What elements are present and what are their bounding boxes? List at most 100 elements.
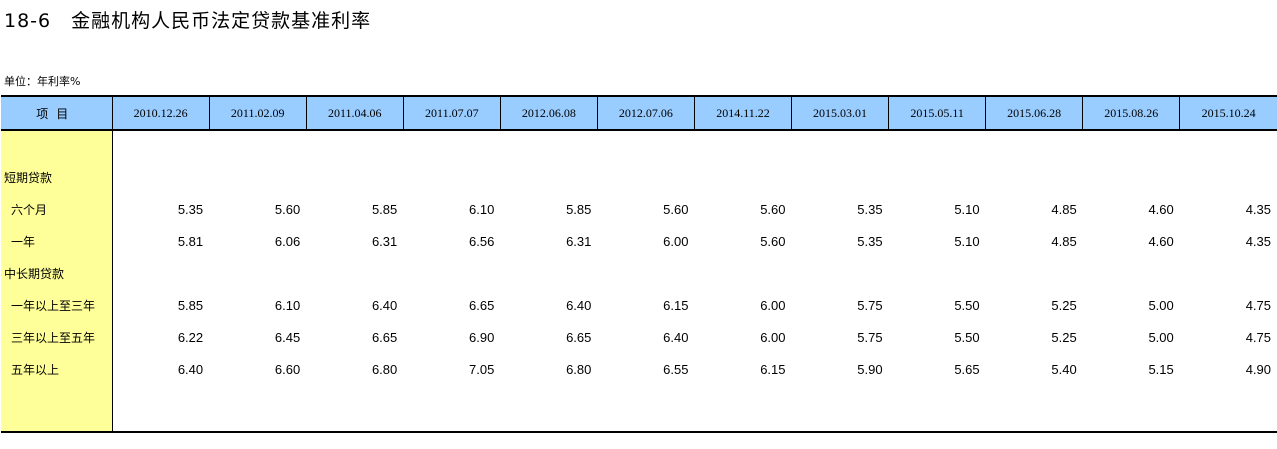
rate-value: 5.60	[274, 201, 301, 217]
rate-value: 5.85	[177, 297, 204, 313]
empty-cell	[306, 130, 403, 161]
empty-cell	[1179, 385, 1277, 433]
rate-value: 6.22	[177, 329, 204, 345]
rate-value	[1083, 257, 1180, 289]
rate-value: 6.45	[274, 329, 301, 345]
rate-value	[889, 257, 986, 289]
rate-value	[694, 257, 791, 289]
rate-value	[500, 257, 597, 289]
rate-value: 4.35	[1245, 233, 1271, 249]
rate-value: 6.00	[760, 297, 786, 313]
empty-cell	[403, 385, 501, 433]
row-label: 一年以上至三年	[1, 289, 113, 321]
rate-value	[112, 257, 209, 289]
label-cell	[1, 130, 113, 161]
empty-cell	[985, 385, 1083, 433]
rate-value: 5.15	[1148, 361, 1174, 377]
empty-cell	[500, 385, 598, 433]
rate-value: 4.90	[1245, 361, 1271, 377]
table-row: 六个月 5.35 5.60 5.85 6.10 5.85 5.60 5.60 5.35 5.10 4…	[1, 193, 1277, 225]
rate-value: 6.10	[469, 201, 495, 217]
empty-cell	[888, 385, 986, 433]
rate-value: 6.00	[663, 233, 689, 249]
row-label: 一年	[1, 225, 113, 257]
empty-cell	[694, 385, 792, 433]
rate-table: 项目 2010.12.26 2011.02.09 2011.04.06 2011.07…	[1, 95, 1277, 433]
rate-value	[1180, 161, 1277, 193]
table-row: 五年以上 6.40 6.60 6.80 7.05 6.80 6.55 6.15 5.90 5.65…	[1, 353, 1277, 385]
rate-value: 4.85	[1051, 201, 1077, 217]
empty-cell	[1180, 130, 1277, 161]
table-row: 一年 5.81 6.06 6.31 6.56 6.31 6.00 5.60 5.35 5.10 4.…	[1, 225, 1277, 257]
rate-value: 4.60	[1148, 201, 1174, 217]
empty-cell	[694, 130, 791, 161]
rate-value: 5.60	[760, 233, 786, 249]
rate-value: 6.65	[469, 297, 495, 313]
rate-value: 6.56	[469, 233, 495, 249]
rate-value: 6.40	[371, 297, 398, 313]
row-label: 短期贷款	[1, 161, 113, 193]
table-body: 短期贷款 六个月 5.35 5.60 5.85 6.10 5.85 5.60 5.60 5.35 5…	[1, 130, 1277, 433]
empty-cell	[209, 130, 306, 161]
rate-value: 4.85	[1051, 233, 1077, 249]
rate-value	[986, 161, 1083, 193]
rate-value: 6.15	[760, 361, 786, 377]
rate-value: 6.31	[371, 233, 398, 249]
rate-value: 5.10	[954, 233, 980, 249]
rate-value: 6.40	[177, 361, 204, 377]
empty-cell	[112, 385, 210, 433]
rate-value: 5.60	[760, 201, 786, 217]
rate-value: 6.10	[274, 297, 301, 313]
rate-value: 5.90	[857, 361, 883, 377]
header-date: 2011.07.07	[402, 95, 501, 131]
rate-value	[792, 161, 889, 193]
rate-value: 5.00	[1148, 329, 1174, 345]
rate-value: 4.60	[1148, 233, 1174, 249]
rate-value	[889, 161, 986, 193]
rate-value: 4.75	[1245, 329, 1271, 345]
header-date: 2015.08.26	[1082, 95, 1180, 131]
row-label: 三年以上至五年	[1, 321, 113, 353]
rate-value	[209, 257, 306, 289]
table-header-row: 项目 2010.12.26 2011.02.09 2011.04.06 2011.07…	[1, 95, 1277, 131]
rate-value	[1083, 161, 1180, 193]
rate-value	[597, 257, 694, 289]
rate-value	[403, 161, 500, 193]
rate-value	[500, 161, 597, 193]
empty-cell	[597, 130, 694, 161]
rate-value: 6.80	[371, 361, 398, 377]
rate-value: 5.85	[371, 201, 398, 217]
rate-value	[306, 257, 403, 289]
label-cell	[1, 385, 113, 433]
empty-cell	[1083, 130, 1180, 161]
rate-value: 4.75	[1245, 297, 1271, 313]
rate-value: 5.25	[1051, 297, 1077, 313]
rate-value: 6.65	[566, 329, 592, 345]
rate-value: 5.81	[177, 233, 204, 249]
rate-value	[792, 257, 889, 289]
rate-value: 6.80	[566, 361, 592, 377]
header-date: 2011.02.09	[208, 95, 307, 131]
rate-value: 5.60	[663, 201, 689, 217]
rate-value: 6.55	[663, 361, 689, 377]
row-label: 中长期贷款	[1, 257, 113, 289]
rate-value: 5.35	[177, 201, 204, 217]
page-title: 18-6 金融机构人民币法定贷款基准利率	[4, 10, 372, 32]
empty-cell	[791, 385, 889, 433]
rate-value: 5.40	[1051, 361, 1077, 377]
header-date: 2010.12.26	[111, 95, 210, 131]
unit-label: 单位：年利率%	[4, 75, 81, 88]
header-date: 2012.06.08	[499, 95, 598, 131]
rate-value: 5.50	[954, 297, 980, 313]
empty-cell	[209, 385, 307, 433]
rate-value	[403, 257, 500, 289]
rate-value: 5.65	[954, 361, 980, 377]
header-date: 2012.07.06	[596, 95, 695, 131]
rate-value: 5.35	[857, 233, 883, 249]
row-label: 五年以上	[1, 353, 113, 385]
table-row: 三年以上至五年 6.22 6.45 6.65 6.90 6.65 6.40 6.00 5.75 5…	[1, 321, 1277, 353]
header-date: 2015.05.11	[888, 95, 986, 131]
empty-cell	[306, 385, 404, 433]
rate-value: 6.31	[566, 233, 592, 249]
rate-value: 6.00	[760, 329, 786, 345]
